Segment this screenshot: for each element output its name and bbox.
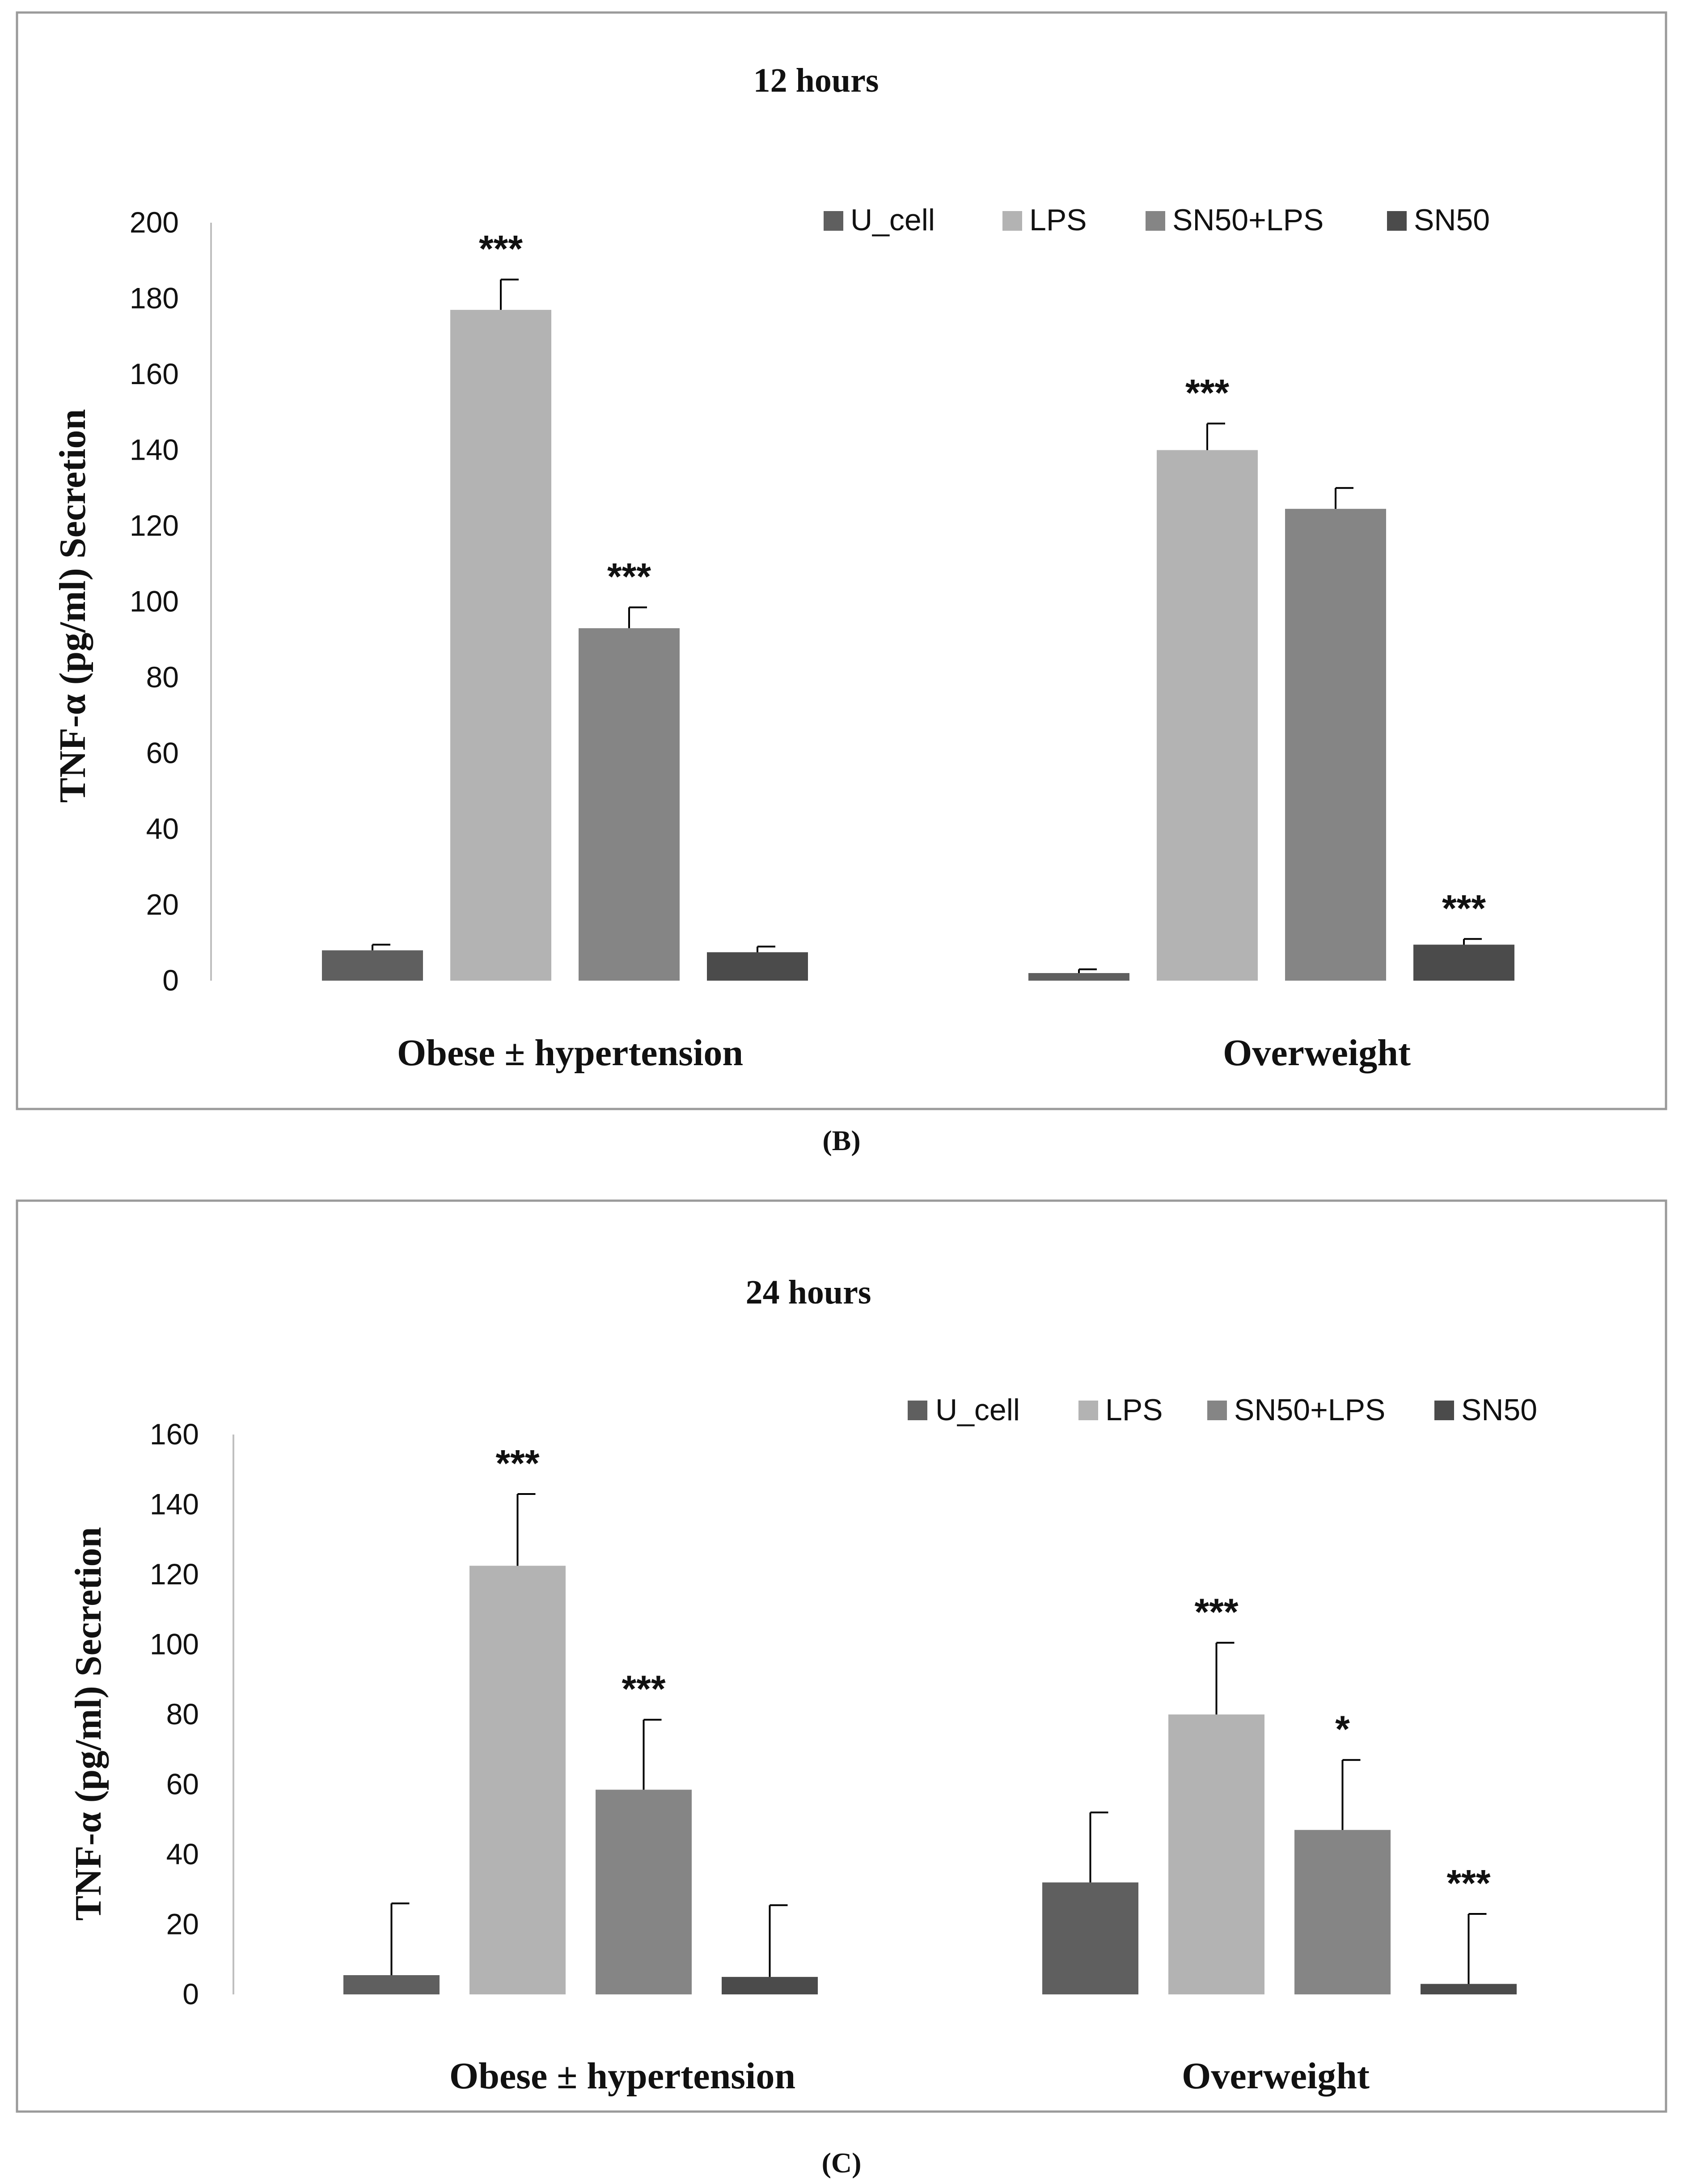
chart-title: 12 hours xyxy=(753,62,879,99)
y-tick-label: 0 xyxy=(182,1977,199,2010)
legend: U_cell LPS SN50+LPS SN50 xyxy=(824,203,1490,237)
bar-sn50-lps-overweight xyxy=(1285,508,1386,981)
y-tick-label: 40 xyxy=(166,1837,199,1871)
legend-swatch-sn50 xyxy=(1387,211,1407,231)
y-tick-label: 120 xyxy=(150,1558,199,1591)
y-tick-label: 80 xyxy=(146,660,179,694)
x-category-label-obese: Obese ± hypertension xyxy=(397,1032,743,1074)
error-bars xyxy=(372,279,1482,973)
significance-mark: *** xyxy=(495,1442,539,1484)
bar-u-cell-overweight xyxy=(1028,973,1129,981)
y-tick-label: 100 xyxy=(130,585,179,618)
bar-sn50-overweight xyxy=(1413,944,1514,981)
chart-panel-12-hours: 12 hours TNF-α (pg/ml) Secretion 0 20 40 60… xyxy=(16,11,1667,1110)
y-ticks: 0 20 40 60 80 100 120 140 160 xyxy=(150,1418,199,2010)
significance-mark: *** xyxy=(622,1668,665,1710)
bar-sn50-overweight xyxy=(1421,1984,1517,1994)
y-tick-label: 200 xyxy=(130,206,179,239)
bar-lps-overweight xyxy=(1168,1714,1264,1994)
significance-mark: *** xyxy=(1446,1862,1490,1904)
y-tick-label: 20 xyxy=(146,888,179,921)
bar-sn50-lps-obese-hypertension xyxy=(596,1790,692,1994)
error-bars xyxy=(390,1493,1487,1984)
y-tick-label: 120 xyxy=(130,509,179,542)
y-tick-label: 80 xyxy=(166,1697,199,1731)
legend-label-sn50: SN50 xyxy=(1414,203,1490,237)
legend-label-sn50-lps: SN50+LPS xyxy=(1234,1393,1385,1427)
x-category-label-overweight: Overweight xyxy=(1182,2055,1370,2097)
y-tick-label: 60 xyxy=(166,1768,199,1801)
legend-label-lps: LPS xyxy=(1029,203,1087,237)
panel-caption-b: (B) xyxy=(822,1125,860,1156)
chart-panel-24-hours: 24 hours TNF-α (pg/ml) Secretion 0 20 40 60… xyxy=(16,1199,1667,2113)
significance-mark: *** xyxy=(1185,372,1229,414)
bar-u-cell-obese-hypertension xyxy=(322,950,423,981)
bar-lps-overweight xyxy=(1157,450,1258,981)
bar-lps-obese-hypertension xyxy=(469,1566,566,1994)
legend-swatch-sn50-lps xyxy=(1207,1401,1227,1420)
legend-label-sn50-lps: SN50+LPS xyxy=(1172,203,1324,237)
y-tick-label: 140 xyxy=(130,433,179,466)
y-ticks: 0 20 40 60 80 100 120 140 160 180 200 xyxy=(130,206,179,997)
legend-label-lps: LPS xyxy=(1105,1393,1163,1427)
y-tick-label: 160 xyxy=(130,357,179,390)
bar-u-cell-obese-hypertension xyxy=(343,1975,440,1994)
legend-swatch-lps xyxy=(1002,211,1022,231)
bar-sn50-lps-obese-hypertension xyxy=(579,628,680,981)
y-tick-label: 40 xyxy=(146,812,179,845)
significance-mark: *** xyxy=(1194,1591,1238,1633)
y-tick-label: 100 xyxy=(150,1628,199,1661)
significance-mark: * xyxy=(1335,1708,1350,1750)
significance-mark: *** xyxy=(607,555,651,597)
y-axis-label: TNF-α (pg/ml) Secretion xyxy=(68,1527,109,1921)
y-tick-label: 0 xyxy=(162,964,179,997)
legend-swatch-sn50-lps xyxy=(1146,211,1165,231)
legend: U_cell LPS SN50+LPS SN50 xyxy=(908,1393,1537,1427)
chart-title: 24 hours xyxy=(746,1274,871,1311)
y-axis-label: TNF-α (pg/ml) Secretion xyxy=(52,409,93,803)
chart-frame xyxy=(16,1199,1667,2113)
panel-caption-c: (C) xyxy=(822,2147,862,2179)
bar-sn50-lps-overweight xyxy=(1294,1830,1391,1994)
legend-swatch-lps xyxy=(1078,1401,1098,1420)
bar-u-cell-overweight xyxy=(1042,1882,1138,1994)
legend-swatch-sn50 xyxy=(1434,1401,1454,1420)
y-tick-label: 140 xyxy=(150,1488,199,1521)
x-category-label-overweight: Overweight xyxy=(1223,1032,1411,1074)
significance-mark: *** xyxy=(479,228,523,270)
significance-marks: ************* xyxy=(495,1442,1490,1904)
y-tick-label: 60 xyxy=(146,736,179,770)
legend-swatch-u-cell xyxy=(908,1401,927,1420)
y-tick-label: 160 xyxy=(150,1418,199,1451)
legend-label-u-cell: U_cell xyxy=(850,203,935,237)
legend-label-u-cell: U_cell xyxy=(935,1393,1020,1427)
y-tick-label: 20 xyxy=(166,1908,199,1941)
bar-sn50-obese-hypertension xyxy=(707,952,808,981)
bars xyxy=(343,1566,1517,1994)
x-category-label-obese: Obese ± hypertension xyxy=(449,2055,795,2097)
legend-swatch-u-cell xyxy=(824,211,843,231)
chart-frame xyxy=(16,11,1667,1110)
significance-mark: *** xyxy=(1442,887,1486,929)
significance-marks: *** *** *** *** xyxy=(479,228,1486,929)
bar-sn50-obese-hypertension xyxy=(722,1977,818,1994)
y-tick-label: 180 xyxy=(130,282,179,315)
bars xyxy=(322,309,1514,981)
legend-label-sn50: SN50 xyxy=(1461,1393,1537,1427)
bar-lps-obese-hypertension xyxy=(450,309,551,981)
